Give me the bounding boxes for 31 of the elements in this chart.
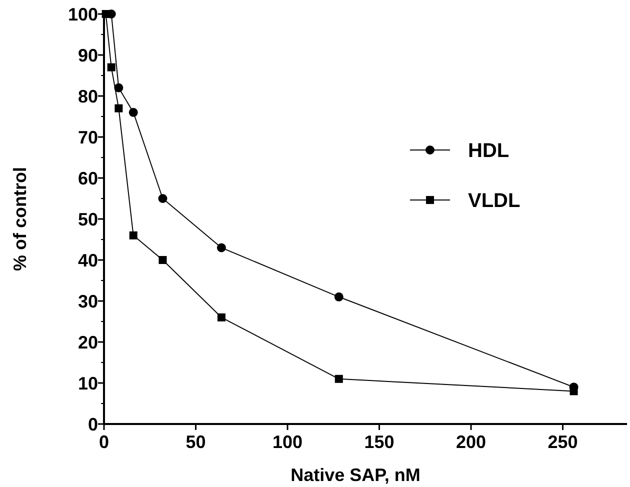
y-tick-label: 60	[78, 168, 98, 188]
point	[334, 292, 344, 302]
y-tick-label: 50	[78, 209, 98, 230]
point	[217, 313, 226, 322]
point	[334, 374, 343, 383]
point	[129, 231, 138, 240]
y-tick-label: 40	[78, 250, 98, 270]
y-tick-label: 90	[78, 45, 98, 66]
point	[107, 63, 116, 72]
legend-label: VLDL	[468, 190, 520, 212]
point	[128, 108, 138, 117]
point	[216, 243, 226, 252]
y-tick-label: 70	[78, 127, 98, 148]
x-tick-label: 50	[186, 432, 206, 452]
point	[114, 83, 124, 92]
y-tick-label: 100	[68, 4, 98, 24]
x-tick-label: 200	[456, 432, 486, 452]
y-tick-label: 80	[78, 86, 98, 106]
y-tick-label: 30	[78, 291, 98, 312]
legend-label: HDL	[468, 140, 510, 162]
y-tick-label: 20	[78, 332, 98, 352]
x-tick-label: 100	[272, 432, 303, 452]
x-tick-label: 150	[364, 432, 394, 452]
point	[114, 104, 123, 112]
x-tick-label: 250	[548, 432, 578, 452]
point	[158, 256, 167, 264]
x-axis-title: Native SAP, nM	[290, 465, 420, 485]
y-tick-label: 10	[78, 373, 98, 394]
point	[158, 194, 168, 203]
y-tick-label: 0	[88, 414, 98, 434]
y-axis-title: % of control	[10, 167, 30, 271]
